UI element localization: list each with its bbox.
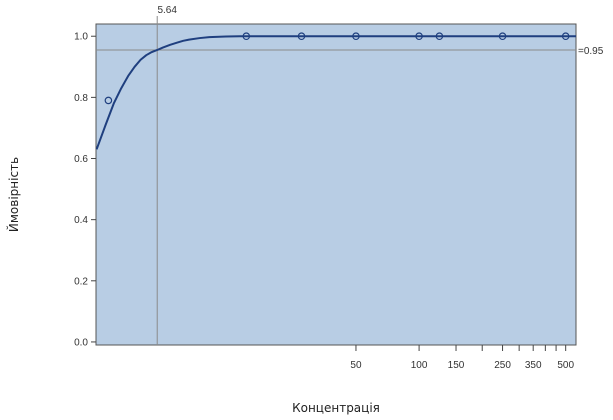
y-tick-label: 1.0 <box>74 32 88 43</box>
x-axis-label: Концентрація <box>292 401 380 415</box>
x-tick-label: 500 <box>557 360 574 371</box>
curve-layer <box>95 35 576 150</box>
y-tick-label: 0.0 <box>74 337 88 348</box>
data-point <box>104 96 113 105</box>
x-tick-label: 250 <box>494 360 511 371</box>
horizontal-reference-label: =0.95 <box>578 46 604 57</box>
reference-lines <box>96 16 576 345</box>
y-tick-label: 0.2 <box>74 276 88 287</box>
x-tick-label: 350 <box>525 360 542 371</box>
labels: Концентрація Ймовірність 5.64 =0.95 <box>6 5 604 415</box>
data-points <box>104 32 570 105</box>
data-point <box>352 32 360 41</box>
data-point <box>415 32 423 41</box>
data-point <box>561 32 570 41</box>
data-point <box>498 32 507 41</box>
x-tick-label: 50 <box>350 360 362 371</box>
y-tick-label: 0.6 <box>74 154 88 165</box>
x-tick-label: 150 <box>448 360 465 371</box>
data-point <box>435 32 444 41</box>
y-tick-label: 0.4 <box>74 215 88 226</box>
y-tick-label: 0.8 <box>74 93 88 104</box>
plot-background <box>95 23 577 346</box>
vertical-reference-label: 5.64 <box>157 5 177 16</box>
axes: 0.0 0.2 0.4 0.6 0.8 1.0 50 100 150 250 350 500 <box>74 32 574 371</box>
y-axis-label: Ймовірність <box>6 157 21 232</box>
data-point <box>297 32 306 41</box>
data-point <box>242 32 251 41</box>
plot-area <box>95 23 577 346</box>
x-tick-label: 100 <box>411 360 428 371</box>
fitted-curve <box>95 35 576 150</box>
